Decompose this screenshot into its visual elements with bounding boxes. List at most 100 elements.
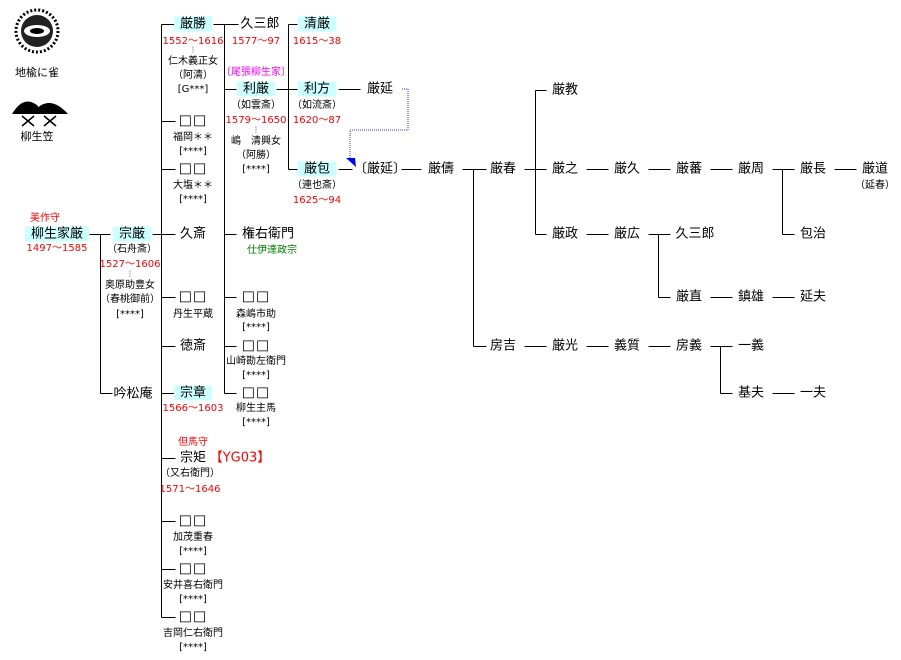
spouse: 加茂重春 — [173, 532, 213, 543]
crest-label: 地楡に雀 — [15, 66, 59, 79]
code: [****] — [242, 322, 270, 333]
link-code[interactable]: 【YG03】 — [209, 450, 271, 466]
person: 厳広 — [613, 226, 641, 242]
code: [****] — [179, 146, 207, 157]
person-daughter: □□ — [178, 512, 208, 529]
alias: （如雲斎） — [231, 100, 281, 111]
person-daughter: □□ — [241, 288, 271, 305]
person: 厳蕃 — [675, 161, 703, 177]
person: 延夫 — [799, 289, 827, 305]
spouse: 吉岡仁右衛門 — [163, 628, 223, 639]
person: 厳直 — [675, 289, 703, 305]
person: 厳周 — [737, 161, 765, 177]
person: 房義 — [675, 338, 703, 354]
person-ieyoshi: 柳生家厳 — [24, 226, 90, 242]
spouse: 大塩＊＊ — [173, 180, 213, 191]
person-toshiyoshi: 利厳 — [236, 81, 276, 97]
dates: 1620〜87 — [292, 115, 342, 126]
spouse: 柳生主馬 — [236, 403, 276, 414]
title-label: 美作守 — [30, 213, 60, 224]
person-kiyoyoshi: 清厳 — [297, 16, 337, 32]
marriage-dots: ⁝ — [254, 125, 258, 136]
person-toshinobu: 厳延 — [366, 81, 394, 97]
person-tokusai: 徳斎 — [179, 338, 207, 354]
dates: 1552〜1616 — [162, 36, 224, 47]
branch-label: 〔尾張柳生家〕 — [221, 67, 291, 78]
person: 厳光 — [551, 338, 579, 354]
person-kyusai: 久斎 — [179, 226, 207, 242]
dates: 1579〜1650 — [225, 115, 287, 126]
person: 厳久 — [613, 161, 641, 177]
crest-label: 柳生笠 — [20, 130, 54, 143]
person: 房吉 — [489, 338, 517, 354]
person: 厳政 — [551, 226, 579, 242]
crest-yagyu-kasa — [10, 92, 70, 128]
person-ginshoan: 吟松庵 — [113, 386, 153, 402]
person: 厳之 — [551, 161, 579, 177]
dates: 1527〜1606 — [99, 259, 161, 270]
person-daughter: □□ — [178, 608, 208, 625]
person: 厳長 — [799, 161, 827, 177]
alias: （石舟斎） — [107, 244, 157, 255]
wife-alias: （阿清） — [173, 70, 213, 81]
person-yoshikatsu: 厳勝 — [173, 16, 213, 32]
dates: 1497〜1585 — [26, 243, 88, 254]
spouse: 森嶋市助 — [236, 309, 276, 320]
adoption-arrow — [346, 88, 409, 167]
note: 仕伊達政宗 — [247, 245, 297, 256]
marriage-dots: ⁝ — [128, 269, 132, 280]
alias: （延春） — [855, 180, 895, 191]
person-toshikata: 利方 — [297, 81, 337, 97]
crest-sparrow-icon — [14, 8, 60, 54]
code: [****] — [179, 194, 207, 205]
person-toshinobu-adopted: 〔厳延〕 — [353, 161, 407, 177]
code: [****] — [242, 370, 270, 381]
person: 鎮雄 — [737, 289, 765, 305]
dates: 1625〜94 — [292, 195, 342, 206]
dates: 1577〜97 — [231, 36, 281, 47]
person: 久三郎 — [675, 226, 715, 242]
person: 基夫 — [737, 385, 765, 401]
person-daughter: □□ — [178, 160, 208, 177]
person-munenori: 宗矩 — [179, 450, 207, 466]
person-muneaki: 宗章 — [173, 385, 213, 401]
title-label: 但馬守 — [178, 437, 208, 448]
code: [****] — [179, 642, 207, 653]
alias: （如流斎） — [292, 100, 342, 111]
dates: 1566〜1603 — [162, 403, 224, 414]
person-daughter: □□ — [241, 337, 271, 354]
person-daughter: □□ — [178, 560, 208, 577]
person-muneyoshi: 宗厳 — [112, 226, 152, 242]
wife: 仁木義正女 — [168, 56, 218, 67]
person: 厳教 — [551, 82, 579, 98]
arrowhead-icon — [346, 158, 356, 167]
code: [****] — [242, 164, 270, 175]
person-daughter: □□ — [241, 384, 271, 401]
alias: （連也斎） — [292, 180, 342, 191]
person: 厳春 — [489, 161, 517, 177]
code: [****] — [179, 546, 207, 557]
crest-hat-icon — [12, 101, 68, 127]
person-gonemon: 権右衛門 — [241, 226, 295, 242]
dates: 1571〜1646 — [159, 484, 221, 495]
code: [****] — [179, 594, 207, 605]
person: 厳儔 — [427, 161, 455, 177]
spouse: 丹生平蔵 — [173, 309, 213, 320]
alias: （又右衛門） — [160, 468, 220, 479]
person-daughter: □□ — [178, 112, 208, 129]
spouse: 福岡＊＊ — [173, 132, 213, 143]
spouse: 安井喜右衛門 — [163, 580, 223, 591]
person: 一夫 — [799, 385, 827, 401]
person-toshikane: 厳包 — [297, 161, 337, 177]
person: 包治 — [799, 226, 827, 242]
dates: 1615〜38 — [292, 36, 342, 47]
code: [****] — [242, 417, 270, 428]
person-kyuzaburo: 久三郎 — [240, 16, 280, 32]
code: [****] — [116, 309, 144, 320]
person: 一義 — [737, 338, 765, 354]
person: 厳道 — [861, 161, 889, 177]
wife-alias: （阿勝） — [236, 150, 276, 161]
spouse: 山崎勘左衛門 — [226, 356, 286, 367]
wife: 嶋 清興女 — [231, 136, 281, 147]
crest-chigusa-ni-suzume — [14, 8, 60, 54]
